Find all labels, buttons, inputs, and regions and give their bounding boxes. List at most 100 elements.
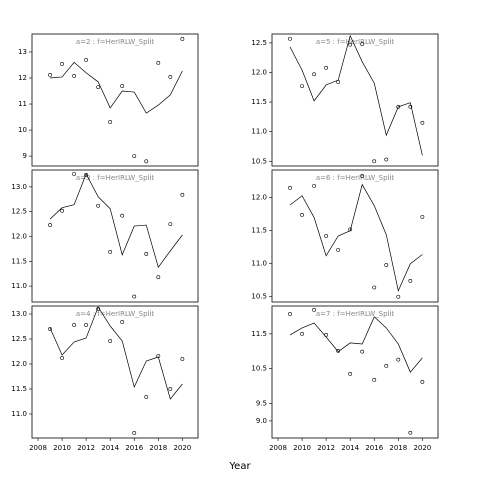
y-tick-label: 12.0 [11, 232, 27, 240]
data-point [420, 380, 425, 384]
y-tick-label: 13.0 [11, 310, 27, 318]
data-point [324, 234, 329, 238]
data-point [96, 203, 101, 208]
data-point [120, 213, 125, 218]
data-point [96, 85, 101, 90]
data-point [180, 37, 185, 41]
x-axis-label: Year [228, 461, 251, 472]
y-tick-label: 10.5 [251, 157, 267, 165]
data-point [108, 339, 113, 343]
y-tick-label: 12.0 [251, 68, 267, 76]
data-point [144, 159, 149, 164]
data-point [348, 372, 353, 376]
panel-title: a=6 : f=HerIRLW_Split [316, 174, 395, 182]
panel-title: a=4 : f=HerIRLW_Split [76, 310, 155, 318]
data-point [72, 74, 77, 78]
data-point [48, 223, 52, 227]
data-point [132, 154, 137, 159]
panel-title: a=3 : f=HerIRLW_Split [76, 174, 155, 182]
fit-line [49, 173, 183, 269]
y-tick-label: 12.0 [251, 194, 267, 202]
fit-line [50, 61, 183, 114]
y-tick-label: 12.5 [251, 39, 267, 47]
data-point [312, 307, 317, 312]
panel-frame [31, 169, 199, 303]
x-tick-label: 2010 [53, 444, 71, 452]
data-point [156, 60, 161, 65]
x-tick-label: 2008 [269, 444, 287, 452]
y-tick-label: 13 [18, 48, 27, 56]
data-point [108, 120, 113, 124]
y-tick-label: 10.5 [251, 293, 267, 301]
data-point [120, 84, 125, 88]
data-point [72, 323, 77, 327]
data-point [48, 72, 52, 77]
fit-line [49, 306, 183, 400]
x-tick-label: 2014 [341, 444, 359, 452]
data-point [336, 349, 341, 353]
data-point [384, 364, 389, 368]
y-tick-label: 11.0 [11, 282, 27, 290]
x-tick-label: 2010 [293, 444, 311, 452]
data-point [84, 323, 89, 327]
data-point [372, 285, 377, 290]
x-tick-label: 2012 [317, 444, 335, 452]
panel-title: a=7 : f=HerIRLW_Split [316, 310, 395, 318]
x-tick-label: 2018 [149, 444, 167, 452]
data-point [108, 249, 113, 254]
x-tick-label: 2014 [101, 444, 119, 452]
panel-frame [271, 305, 439, 439]
y-tick-label: 10 [18, 126, 27, 134]
data-point [396, 294, 401, 299]
data-point [168, 75, 173, 79]
y-tick-label: 9 [23, 152, 27, 160]
data-point [288, 185, 292, 190]
data-point [396, 357, 401, 362]
data-point [408, 104, 413, 109]
data-point [132, 294, 137, 299]
data-point [144, 395, 149, 399]
y-tick-label: 11.5 [251, 227, 267, 235]
x-tick-label: 2012 [77, 444, 95, 452]
data-point [144, 251, 149, 256]
data-point [360, 42, 365, 46]
data-point [180, 357, 185, 361]
y-tick-label: 11.0 [251, 260, 267, 268]
data-point [408, 430, 413, 435]
fit-line [289, 183, 423, 292]
data-point [300, 212, 304, 217]
data-point [60, 62, 64, 66]
x-tick-label: 2018 [389, 444, 407, 452]
data-point [312, 183, 317, 188]
x-tick-label: 2016 [365, 444, 383, 452]
data-point [372, 159, 377, 164]
y-tick-label: 12.5 [11, 335, 27, 343]
data-point [300, 331, 304, 336]
x-tick-label: 2020 [413, 444, 431, 452]
data-point [420, 214, 425, 219]
data-point [336, 247, 341, 252]
x-tick-label: 2008 [29, 444, 47, 452]
y-tick-label: 12.0 [11, 360, 27, 368]
data-point [288, 36, 292, 41]
data-point [60, 208, 64, 213]
y-tick-label: 11.0 [11, 410, 27, 418]
fit-line [289, 316, 423, 373]
panel-title: a=5 : f=HerIRLW_Split [316, 38, 395, 46]
y-tick-label: 9.5 [256, 400, 267, 408]
data-point [156, 275, 161, 280]
data-point [48, 327, 52, 331]
data-point [420, 120, 425, 125]
panel-frame [271, 33, 439, 167]
data-point [132, 431, 137, 435]
y-tick-label: 12.5 [11, 208, 27, 216]
data-point [120, 320, 125, 324]
data-point [324, 65, 329, 70]
data-point [60, 356, 64, 360]
panel-title: a=2 : f=HerIRLW_Split [76, 38, 155, 46]
data-point [396, 104, 401, 109]
y-tick-label: 11.0 [251, 128, 267, 136]
data-point [372, 377, 377, 382]
panel-frame [31, 305, 199, 439]
